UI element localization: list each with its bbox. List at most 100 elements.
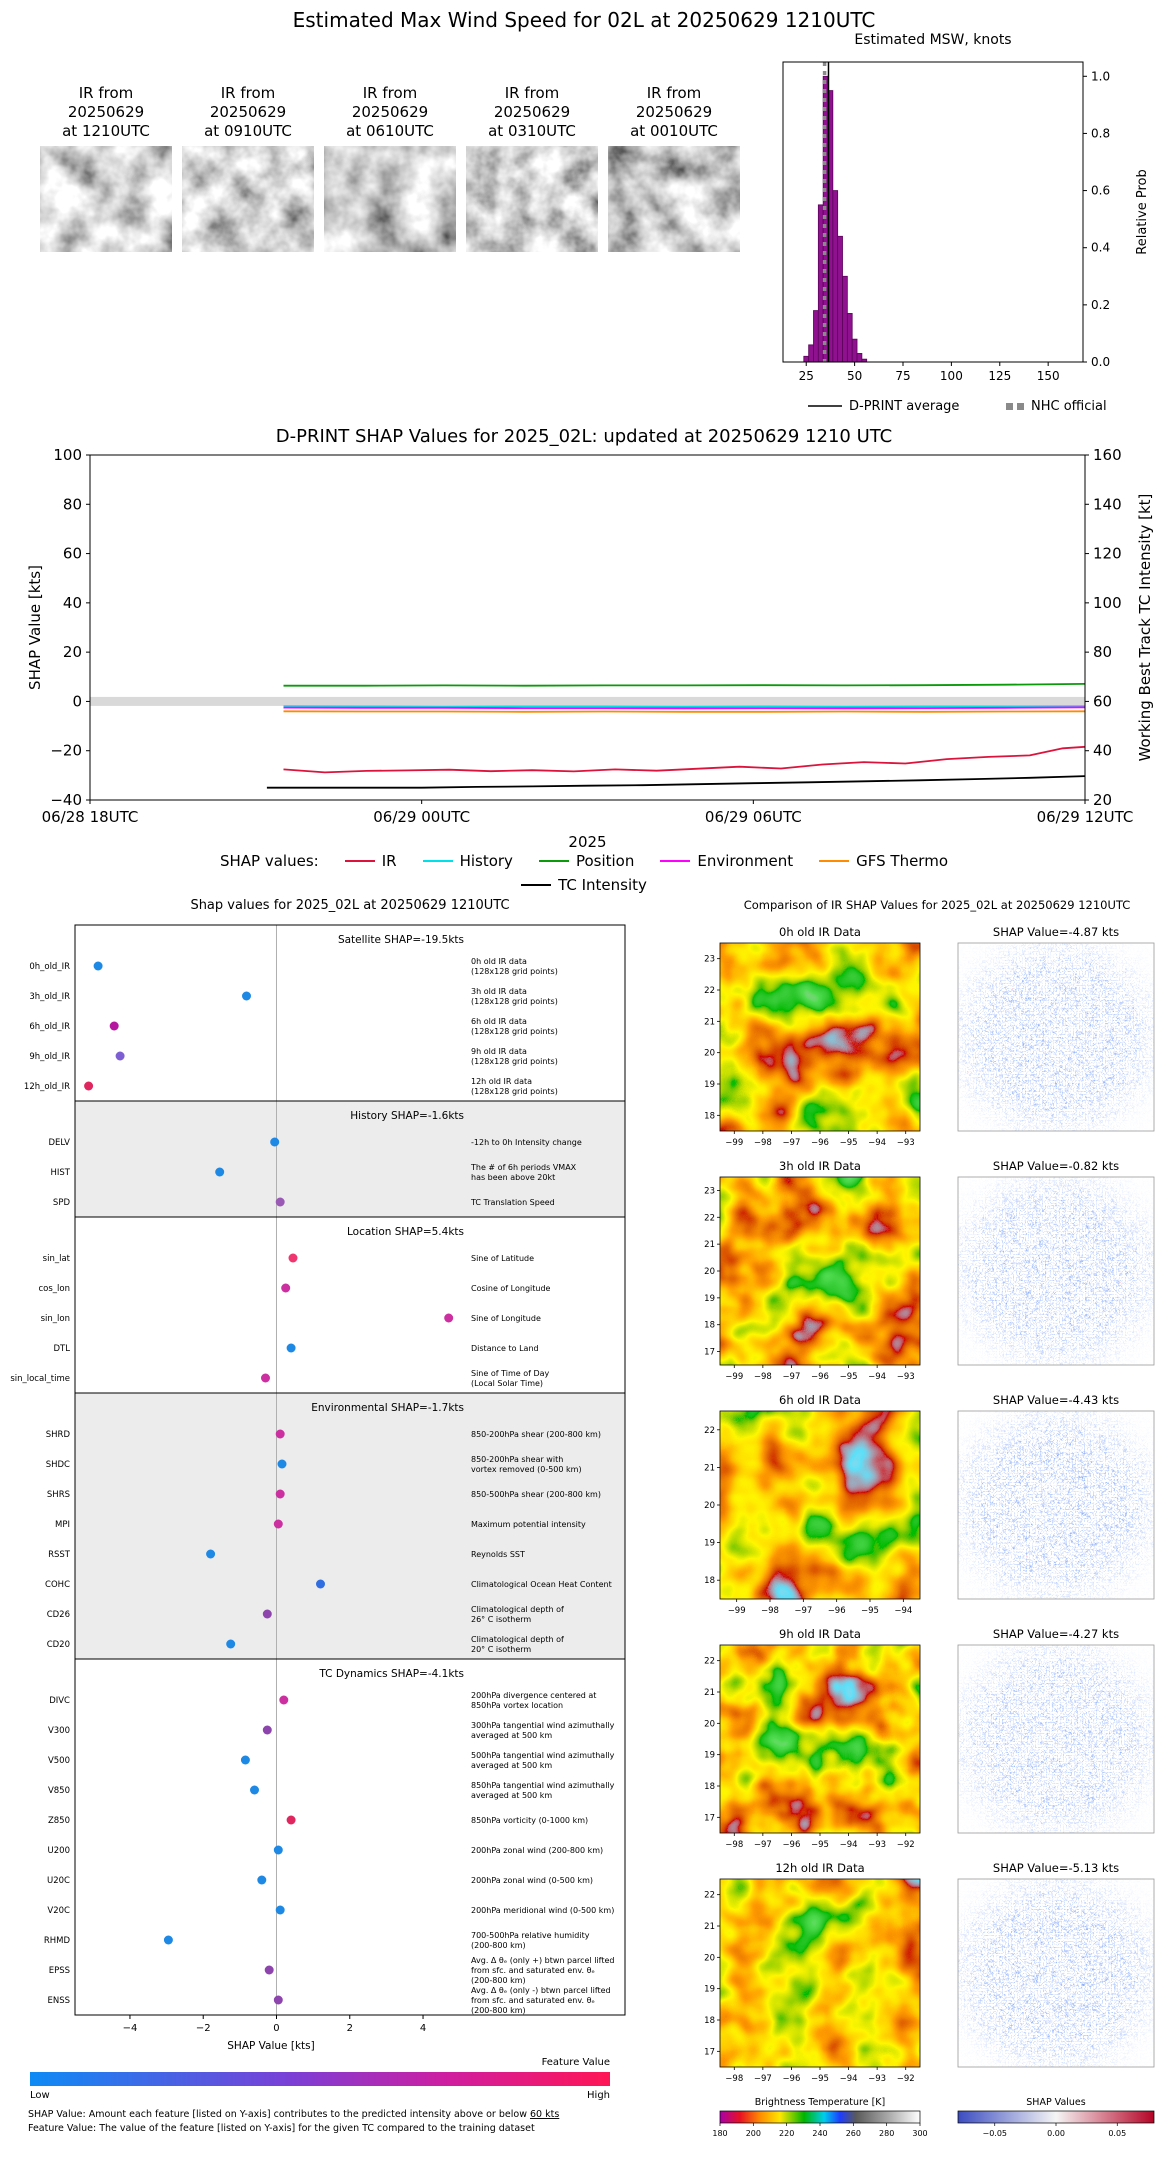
- feature-description-line: Distance to Land: [471, 1344, 539, 1353]
- shap-map-edge-fade: [958, 1879, 1154, 2067]
- shap-dot: [281, 1283, 291, 1293]
- top-title: Estimated Max Wind Speed for 02L at 2025…: [292, 8, 876, 32]
- histogram-xtick-label: 150: [1037, 369, 1060, 383]
- ir-map-image: [720, 1879, 920, 2067]
- feature-label: RHMD: [44, 1936, 71, 1946]
- feature-label: sin_local_time: [10, 1374, 70, 1384]
- right-ytick-label: 140: [1093, 495, 1122, 513]
- shap-panel-title: SHAP Value=-5.13 kts: [993, 1861, 1119, 1875]
- feature-description-line: Climatological depth of: [471, 1635, 564, 1644]
- ir-thumbnail-caption-line: IR from: [78, 84, 134, 102]
- feature-description-line: 500hPa tangential wind azimuthally: [471, 1751, 615, 1760]
- ir-thumbnail-caption-line: IR from: [362, 84, 418, 102]
- ir-xtick-label: −98: [761, 1606, 779, 1616]
- feature-value-colorbar-title: Feature Value: [542, 2057, 610, 2068]
- ir-xtick-label: −94: [894, 1606, 912, 1616]
- shap-dot: [257, 1875, 267, 1885]
- shap-panel-title: SHAP Value=-0.82 kts: [993, 1159, 1119, 1173]
- feature-label: COHC: [45, 1580, 70, 1590]
- shap-dot: [273, 1845, 283, 1855]
- ir-ytick-label: 20: [704, 1049, 715, 1059]
- ir-thumbnail-image: [40, 146, 172, 252]
- feature-description-line: 850hPa vorticity (0-1000 km): [471, 1816, 588, 1825]
- shap-dot: [273, 1995, 283, 2005]
- feature-label: MPI: [55, 1520, 70, 1530]
- timeseries-legend-title: SHAP values:: [219, 852, 319, 870]
- ir-xtick-label: −96: [782, 2074, 800, 2084]
- legend-line-swatch: [521, 884, 552, 886]
- right-ytick-label: 120: [1093, 545, 1122, 563]
- dotplot-xtick-label: 0: [273, 2023, 279, 2034]
- feature-label: DIVC: [49, 1696, 70, 1706]
- shap-dot: [277, 1459, 287, 1469]
- series-environment: [283, 706, 1086, 710]
- ir-ytick-label: 22: [704, 986, 715, 996]
- feature-label: V300: [48, 1726, 70, 1736]
- ir-ytick-label: 23: [704, 1186, 715, 1196]
- ir-xtick-label: −94: [840, 2074, 858, 2084]
- shap-dot: [270, 1137, 280, 1147]
- group-header: History SHAP=-1.6kts: [350, 1110, 464, 1122]
- shap-dotplot: Shap values for 2025_02L at 20250629 121…: [10, 898, 626, 2134]
- feature-description-line: from sfc. and saturated env. θₑ: [471, 1996, 595, 2005]
- histogram-bar: [856, 353, 863, 363]
- ir-xtick-label: −96: [811, 1138, 829, 1148]
- ir-thumbnail-caption-line: 20250629: [209, 103, 287, 121]
- zero-band: [90, 696, 1085, 706]
- msw-histogram: Estimated MSW, knots 0.0 0.2 0.4 0.6 0.8 1.0 25…: [782, 32, 1150, 414]
- shap-panel-title: SHAP Value=-4.87 kts: [993, 925, 1119, 939]
- ir-xtick-label: −94: [840, 1840, 858, 1850]
- histogram-ytick-label: 1.0: [1091, 69, 1110, 83]
- group-header: Location SHAP=5.4kts: [347, 1226, 464, 1238]
- shap-dot: [286, 1815, 296, 1825]
- feature-description-line: 850-500hPa shear (200-800 km): [471, 1490, 601, 1499]
- feature-description-line: 700-500hPa relative humidity: [471, 1931, 590, 1940]
- feature-description-line: 20° C isotherm: [471, 1645, 531, 1654]
- ir-thumbnail-strip: IR from 20250629 at 1210UTC IR from 20250629…: [40, 84, 760, 414]
- ir-thumbnail: IR from 20250629 at 0910UTC: [182, 84, 314, 256]
- histogram-bar: [817, 204, 824, 363]
- left-ytick-label: −40: [50, 791, 82, 809]
- bt-tick-label: 220: [779, 2129, 794, 2138]
- histogram-ylabel: Relative Prob: [1135, 169, 1150, 254]
- histogram-bar: [813, 310, 819, 363]
- feature-description-line: 26° C isotherm: [471, 1615, 531, 1624]
- legend-item-history: History: [422, 852, 513, 870]
- shap-dot: [115, 1051, 125, 1061]
- right-ytick-label: 160: [1093, 446, 1122, 464]
- ir-ytick-label: 21: [704, 1240, 715, 1250]
- ir-xtick-label: −97: [794, 1606, 812, 1616]
- timeseries-xtick-label: 06/29 12UTC: [1037, 808, 1134, 826]
- legend-item-label: IR: [381, 852, 397, 870]
- left-ytick-label: 0: [72, 692, 82, 710]
- feature-label: DELV: [48, 1138, 70, 1148]
- shap-dot: [264, 1965, 274, 1975]
- bt-tick-label: 300: [912, 2129, 927, 2138]
- ir-xtick-label: −97: [782, 1372, 800, 1382]
- legend-item-gfs-thermo: GFS Thermo: [819, 852, 948, 870]
- feature-label: Z850: [48, 1816, 70, 1826]
- ir-ytick-label: 19: [704, 1985, 715, 1995]
- legend-item-label: Position: [575, 852, 635, 870]
- feature-description-line: (128x128 grid points): [471, 1057, 558, 1066]
- timeseries-xtick-label: 06/29 00UTC: [373, 808, 470, 826]
- footnote-shap-value: SHAP Value: Amount each feature [listed …: [28, 2109, 559, 2120]
- histogram-xtick-label: 125: [988, 369, 1011, 383]
- feature-description-line: 300hPa tangential wind azimuthally: [471, 1721, 615, 1730]
- shap-tick-label: 0.00: [1047, 2129, 1065, 2138]
- ir-xtick-label: −96: [811, 1372, 829, 1382]
- shap-dot: [215, 1167, 225, 1177]
- feature-description-line: (128x128 grid points): [471, 967, 558, 976]
- ir-cloud-texture: [324, 146, 456, 252]
- shap-tick-label: −0.05: [982, 2129, 1007, 2138]
- ir-thumbnail: IR from 20250629 at 0010UTC: [608, 84, 740, 256]
- ir-thumbnail-caption-line: 20250629: [351, 103, 429, 121]
- ir-xtick-label: −98: [725, 1840, 743, 1850]
- shap-map-edge-fade: [958, 943, 1154, 1131]
- ir-thumbnail-caption-line: at 0010UTC: [630, 122, 718, 140]
- ir-xtick-label: −96: [782, 1840, 800, 1850]
- ir-thumbnail-caption-line: at 0910UTC: [204, 122, 292, 140]
- left-ytick-label: −20: [50, 742, 82, 760]
- ir-xtick-label: −96: [828, 1606, 846, 1616]
- ir-xtick-label: −97: [754, 2074, 772, 2084]
